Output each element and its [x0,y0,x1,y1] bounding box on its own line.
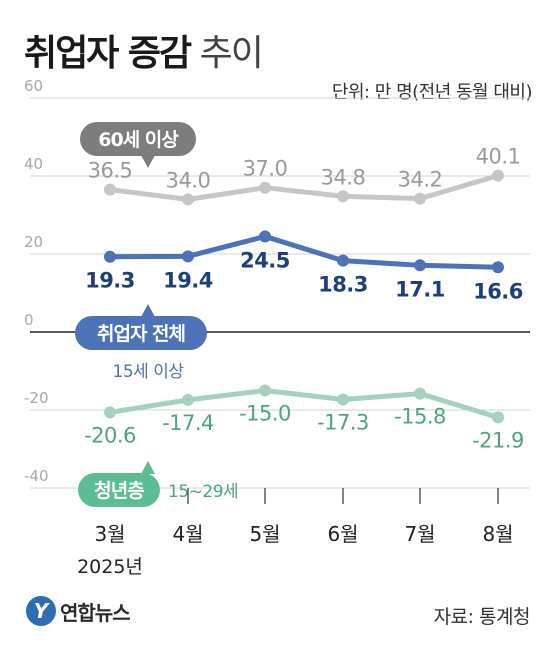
data-point [414,259,426,272]
series-line [107,233,501,270]
y-tick-label: -20 [24,389,49,407]
data-point [104,183,116,196]
y-tick-label: 0 [24,311,34,329]
data-label: 19.3 [85,269,135,293]
data-point [259,384,271,397]
x-tick-label: 5월 [249,522,280,546]
logo-icon: Y [26,596,56,626]
x-tick-label: 4월 [172,522,203,546]
data-point [104,250,116,263]
x-tick-label: 3월 [94,522,125,546]
title-light: 추이 [199,33,264,74]
data-label: 24.5 [240,248,290,272]
data-point [182,250,194,263]
data-point [414,387,426,400]
data-label: 16.6 [473,279,523,303]
series-badge-label: 60세 이상 [98,129,179,151]
data-label: -15.0 [239,402,291,426]
badge-pointer [141,155,155,168]
series-line [107,388,501,420]
data-point [414,192,426,205]
data-label: 19.4 [163,268,213,292]
series-badge [75,316,207,350]
data-label: 40.1 [476,145,521,169]
series-badge-label: 청년층 [94,480,144,502]
data-point [492,169,504,182]
data-label: 34.0 [166,168,211,192]
data-point [492,411,504,424]
data-point [104,406,116,419]
series-sublabel: 15~29세 [168,482,238,502]
title-bold: 취업자 증감 [24,33,192,74]
data-label: 34.8 [321,165,366,189]
x-tick-label: 8월 [482,522,513,546]
logo-text: 연합뉴스 [60,600,131,625]
chart-title: 취업자 증감 추이 [24,24,264,76]
data-label: -17.3 [317,410,369,434]
y-tick-label: 40 [24,155,43,173]
data-point [182,193,194,206]
data-point [182,393,194,406]
y-tick-label: 60 [24,77,43,95]
data-label: -21.9 [472,428,524,452]
data-label: -20.6 [84,423,136,447]
data-point [259,230,271,243]
data-label: -15.8 [394,405,446,429]
data-point [337,254,349,267]
series-badge-label: 취업자 전체 [97,323,185,345]
data-label: 18.3 [318,273,368,297]
data-label: 34.2 [398,168,443,192]
data-point [337,190,349,203]
data-point [492,261,504,274]
series-sublabel: 15세 이상 [113,362,185,382]
data-label: 36.5 [88,159,133,183]
year-label: 2025년 [77,556,143,578]
x-tick-label: 6월 [327,522,358,546]
series-line [107,173,501,202]
badge-pointer [141,304,155,317]
data-label: 37.0 [243,157,288,181]
news-logo: Y 연합뉴스 [26,596,131,626]
y-tick-label: -40 [24,467,49,485]
data-point [259,181,271,194]
x-tick-label: 7월 [404,522,435,546]
data-label: 17.1 [395,277,445,301]
y-tick-label: 20 [24,233,43,251]
data-point [337,393,349,406]
series-badge [80,122,196,156]
source-label: 자료: 통계청 [433,606,531,628]
data-label: -17.4 [162,411,214,435]
badge-pointer [141,461,155,474]
series-badge [78,473,160,507]
